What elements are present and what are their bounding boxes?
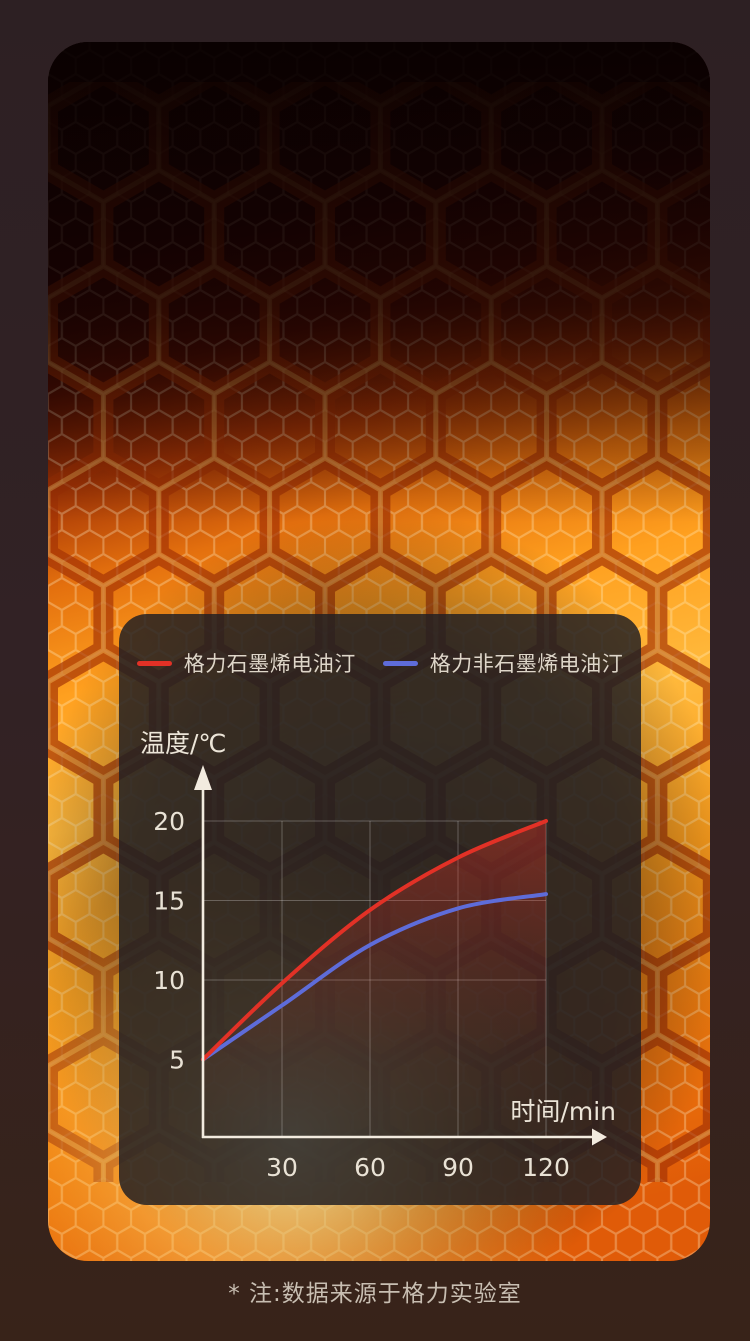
x-axis-arrow-icon [592, 1128, 607, 1146]
legend-line-blue-icon [382, 660, 418, 666]
x-tick-label: 120 [522, 1153, 570, 1182]
x-tick-label: 60 [354, 1153, 386, 1182]
y-tick-label: 5 [169, 1046, 185, 1075]
series-line-1 [201, 892, 548, 1062]
legend-line-red-icon [136, 660, 172, 666]
chart-panel: 格力石墨烯电油汀 格力非石墨烯电油汀 温度/℃ 5 10 15 20 30 60 90 120… [119, 614, 641, 1205]
legend-item-graphene: 格力石墨烯电油汀 [136, 648, 356, 678]
y-tick-label: 15 [153, 887, 185, 916]
y-tick-label: 20 [153, 807, 185, 836]
temperature-line-chart: 5 10 15 20 30 60 90 120 [153, 765, 607, 1182]
x-tick-label: 90 [442, 1153, 474, 1182]
y-tick-label: 10 [153, 966, 185, 995]
series-line-0 [201, 819, 548, 1062]
x-tick-label: 30 [266, 1153, 298, 1182]
y-axis-title: 温度/℃ [140, 729, 227, 758]
chart-legend: 格力石墨烯电油汀 格力非石墨烯电油汀 [119, 648, 641, 678]
legend-item-non-graphene: 格力非石墨烯电油汀 [382, 648, 624, 678]
series-area-fill-0 [203, 821, 546, 1137]
footnote: * 注:数据来源于格力实验室 [228, 1281, 522, 1307]
x-axis-title: 时间/min [510, 1097, 616, 1126]
legend-label-graphene: 格力石墨烯电油汀 [183, 652, 356, 676]
legend-label-non-graphene: 格力非石墨烯电油汀 [429, 652, 624, 676]
y-axis-arrow-icon [194, 765, 212, 790]
